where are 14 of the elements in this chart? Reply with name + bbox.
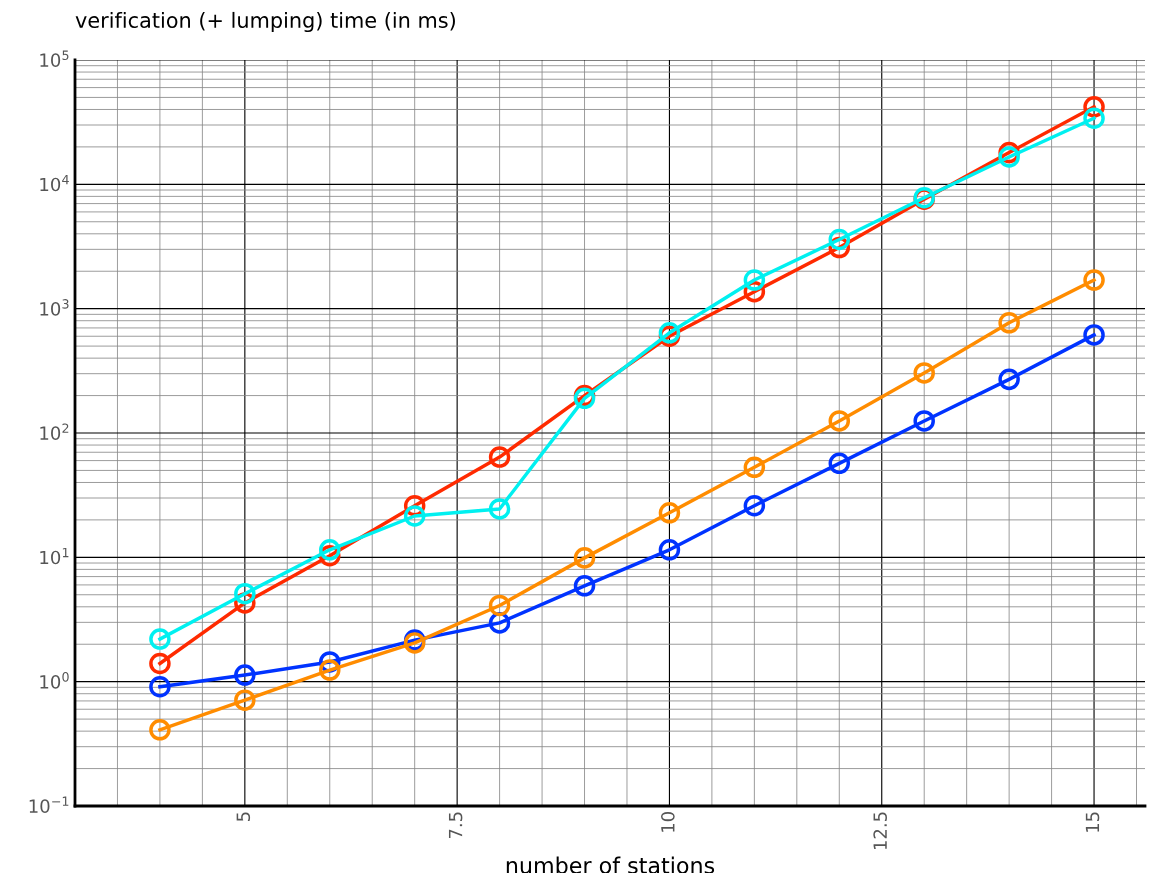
y-tick-label: 10$^{4}$: [40, 174, 69, 192]
y-axis-title: verification (+ lumping) time (in ms): [75, 11, 455, 33]
x-axis-title: number of stations: [506, 856, 715, 873]
x-tick-label: 15: [1085, 812, 1100, 832]
x-tick-label: 7.5: [448, 812, 463, 839]
y-tick-label: 10$^{1}$: [40, 547, 69, 565]
y-tick-label: 10$^{2}$: [40, 423, 69, 440]
y-tick-label: 10$^{3}$: [40, 299, 69, 316]
x-tick-label: 12.5: [873, 812, 887, 850]
y-tick-label: 10$^{−1}$: [29, 796, 69, 813]
x-tick-label: 10: [661, 812, 675, 832]
y-tick-label: 10$^{5}$: [40, 50, 69, 67]
x-tick-label: 5: [236, 812, 251, 821]
y-tick-label: 10$^{0}$: [40, 672, 69, 689]
